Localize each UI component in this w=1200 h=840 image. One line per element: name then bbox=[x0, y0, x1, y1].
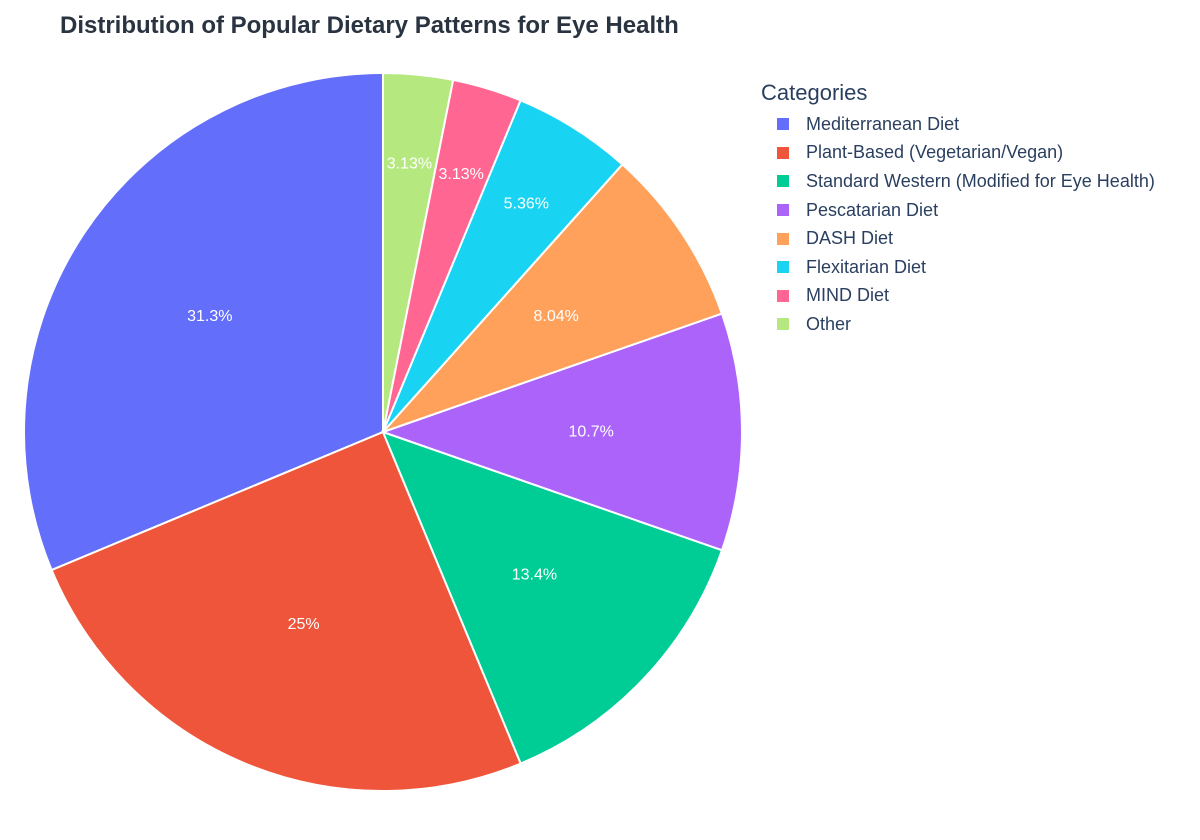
slice-label-dash-diet: 8.04% bbox=[534, 308, 579, 325]
legend-label: Other bbox=[806, 313, 852, 334]
legend-swatch bbox=[777, 204, 789, 217]
legend-item-mind-diet[interactable]: MIND Diet bbox=[777, 282, 1155, 311]
legend-swatch bbox=[777, 175, 789, 188]
slice-label-standard-western-modified-for-eye-health: 13.4% bbox=[512, 566, 557, 583]
legend-swatch bbox=[777, 289, 789, 302]
legend-label: DASH Diet bbox=[806, 228, 894, 249]
slice-label-mediterranean-diet: 31.3% bbox=[187, 308, 232, 325]
legend-item-flexitarian-diet[interactable]: Flexitarian Diet bbox=[777, 253, 1155, 282]
pie-slice-plant-based-vegetarian-vegan[interactable] bbox=[50, 430, 523, 792]
pie-chart: 31.3% 25% 13.4% 10.7% 8.04% 5.36% 3.13% 3.13% bbox=[23, 71, 743, 792]
legend-swatch bbox=[777, 232, 789, 245]
legend-label: Mediterranean Diet bbox=[806, 113, 960, 134]
slice-label-flexitarian-diet: 5.36% bbox=[504, 196, 549, 213]
legend-item-plant-based-vegetarian-vegan[interactable]: Plant-Based (Vegetarian/Vegan) bbox=[777, 139, 1155, 168]
pie-slice-other[interactable] bbox=[382, 71, 455, 433]
slice-label-mind-diet: 3.13% bbox=[439, 166, 484, 183]
slice-label-plant-based-vegetarian-vegan: 25% bbox=[288, 616, 320, 633]
legend-item-pescatarian-diet[interactable]: Pescatarian Diet bbox=[777, 196, 1155, 225]
legend-swatch bbox=[777, 261, 789, 274]
legend-swatch bbox=[777, 318, 789, 331]
legend-label: Plant-Based (Vegetarian/Vegan) bbox=[806, 142, 1064, 163]
legend-swatch bbox=[777, 118, 789, 131]
legend-item-dash-diet[interactable]: DASH Diet bbox=[777, 224, 1155, 253]
legend-item-mediterranean-diet[interactable]: Mediterranean Diet bbox=[777, 110, 1155, 139]
legend: Categories Mediterranean Diet Plant-Based… bbox=[761, 80, 1155, 339]
legend-label: Standard Western (Modified for Eye Healt… bbox=[806, 170, 1155, 191]
slice-label-other: 3.13% bbox=[387, 156, 432, 173]
legend-label: Flexitarian Diet bbox=[806, 256, 927, 277]
pie-slice-dash-diet[interactable] bbox=[382, 162, 724, 433]
pie-slice-standard-western-modified-for-eye-health[interactable] bbox=[381, 430, 724, 765]
pie-slice-pescatarian-diet[interactable] bbox=[379, 312, 743, 552]
chart-title: Distribution of Popular Dietary Patterns… bbox=[60, 12, 679, 39]
legend-title: Categories bbox=[761, 80, 868, 105]
slice-label-pescatarian-diet: 10.7% bbox=[569, 423, 614, 440]
legend-item-standard-western-modified-for-eye-health[interactable]: Standard Western (Modified for Eye Healt… bbox=[777, 167, 1155, 196]
legend-label: Pescatarian Diet bbox=[806, 199, 939, 220]
pie-slice-mediterranean-diet[interactable] bbox=[23, 71, 384, 572]
legend-label: MIND Diet bbox=[806, 285, 890, 306]
legend-item-other[interactable]: Other bbox=[777, 310, 1155, 339]
legend-swatch bbox=[777, 146, 789, 159]
